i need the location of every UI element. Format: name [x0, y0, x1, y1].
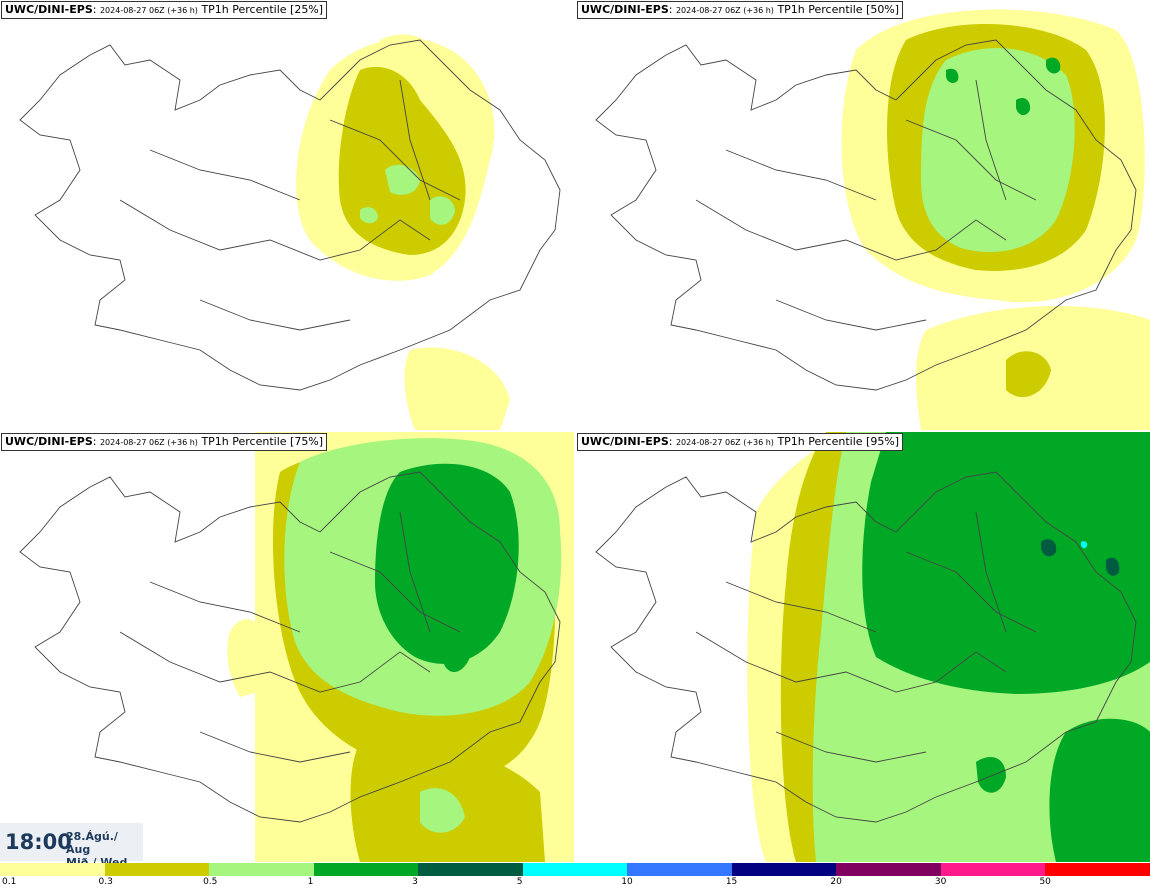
- legend-label: 5: [516, 877, 523, 887]
- legend-swatch: [418, 863, 524, 876]
- legend-label: 1: [307, 877, 314, 887]
- legend-swatch: [104, 863, 210, 876]
- legend-label: 20: [830, 877, 842, 887]
- legend-swatch: [836, 863, 942, 876]
- map-panel-p75: UWC/DINI-EPS: 2024-08-27 06Z (+36 h) TP1…: [0, 432, 574, 862]
- precip-map-p95: [595, 432, 1150, 862]
- legend-swatch: [1045, 863, 1150, 876]
- legend-swatch: [522, 863, 628, 876]
- valid-time-box: 18:00 28.Ágú./ Aug Mið./ Wed: [0, 823, 143, 869]
- legend-swatch: [0, 863, 105, 876]
- color-legend: 0.1 0.3 0.5 1 3 5 10 15 20 30 50: [0, 863, 1150, 891]
- map-panel-p50: UWC/DINI-EPS: 2024-08-27 06Z (+36 h) TP1…: [576, 0, 1150, 430]
- legend-label: 0.1: [2, 877, 17, 887]
- map-panel-p95: UWC/DINI-EPS: 2024-08-27 06Z (+36 h) TP1…: [576, 432, 1150, 862]
- legend-label: 10: [621, 877, 633, 887]
- legend-swatch: [940, 863, 1046, 876]
- legend-label: 0.5: [203, 877, 218, 887]
- panel-title: UWC/DINI-EPS: 2024-08-27 06Z (+36 h) TP1…: [1, 1, 328, 19]
- legend-label: 30: [934, 877, 947, 887]
- legend-swatch: [313, 863, 419, 876]
- legend-label: 50: [1039, 877, 1051, 887]
- precip-map-p25: [19, 34, 561, 430]
- precip-map-p50: [595, 9, 1150, 430]
- map-panel-p25: UWC/DINI-EPS: 2024-08-27 06Z (+36 h) TP1…: [0, 0, 574, 430]
- panel-title: UWC/DINI-EPS: 2024-08-27 06Z (+36 h) TP1…: [577, 1, 904, 19]
- panel-title: UWC/DINI-EPS: 2024-08-27 06Z (+36 h) TP1…: [1, 433, 328, 451]
- legend-swatch: [209, 863, 315, 876]
- legend-swatch: [627, 863, 733, 876]
- legend-label: 15: [725, 877, 738, 887]
- precip-map-p75: [19, 432, 574, 862]
- legend-label: 3: [412, 877, 418, 887]
- legend-label: 0.3: [98, 877, 113, 887]
- legend-swatch: [731, 863, 837, 876]
- valid-date-line1: 28.Ágú./ Aug: [66, 830, 118, 856]
- valid-time: 18:00: [5, 830, 72, 854]
- panel-title: UWC/DINI-EPS: 2024-08-27 06Z (+36 h) TP1…: [577, 433, 904, 451]
